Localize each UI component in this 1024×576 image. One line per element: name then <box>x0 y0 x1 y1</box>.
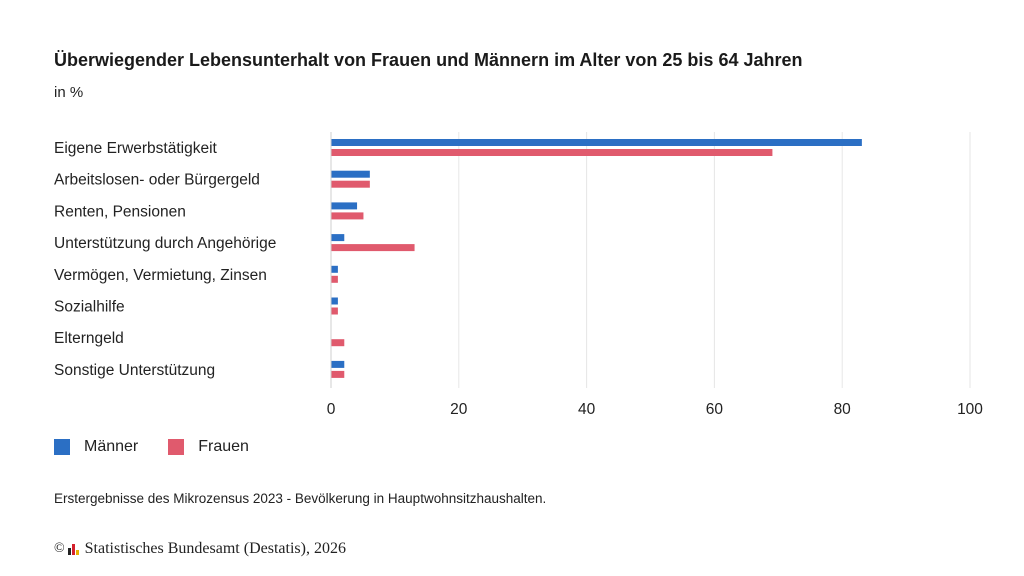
bar-maenner[interactable] <box>331 234 345 242</box>
bar-frauen[interactable] <box>331 307 338 315</box>
bar-frauen[interactable] <box>331 212 364 220</box>
x-tick-label: 40 <box>578 401 596 418</box>
bar-maenner[interactable] <box>331 170 370 178</box>
category-label: Arbeitslosen- oder Bürgergeld <box>54 172 260 189</box>
legend-item-frauen[interactable]: Frauen <box>168 438 249 456</box>
chart-title: Überwiegender Lebensunterhalt von Frauen… <box>54 50 803 70</box>
chart-subtitle: in % <box>54 84 84 101</box>
category-labels: Eigene Erwerbstätigkeit Arbeitslosen- ode… <box>54 140 276 379</box>
bar-frauen[interactable] <box>331 275 338 283</box>
bar-frauen[interactable] <box>331 370 345 378</box>
source-note: Erstergebnisse des Mikrozensus 2023 - Be… <box>54 491 547 506</box>
category-label: Renten, Pensionen <box>54 203 186 220</box>
legend-label-maenner: Männer <box>84 438 139 455</box>
copyright-credit: © Statistisches Bundesamt (Destatis), 20… <box>54 540 346 558</box>
x-tick-label: 80 <box>834 401 852 418</box>
x-tick-label: 0 <box>327 401 336 418</box>
bar-maenner[interactable] <box>331 139 862 146</box>
bar-maenner[interactable] <box>331 297 338 305</box>
x-tick-label: 100 <box>957 401 983 418</box>
bar-maenner[interactable] <box>331 265 338 273</box>
legend-swatch-frauen <box>168 439 185 455</box>
bar-maenner[interactable] <box>331 360 345 368</box>
bar-frauen[interactable] <box>331 180 370 188</box>
legend-item-maenner[interactable]: Männer <box>54 438 138 456</box>
legend: Männer Frauen <box>54 438 279 456</box>
x-tick-label: 60 <box>706 401 724 418</box>
source-text[interactable]: Statistisches Bundesamt (Destatis), 2026 <box>84 540 346 557</box>
category-label: Sozialhilfe <box>54 299 125 316</box>
category-label: Unterstützung durch Angehörige <box>54 235 276 252</box>
bar-frauen[interactable] <box>331 244 415 252</box>
bar-frauen[interactable] <box>331 339 345 347</box>
legend-label-frauen: Frauen <box>198 438 249 455</box>
category-label: Sonstige Unterstützung <box>54 362 215 379</box>
gridlines <box>330 132 971 388</box>
x-tick-label: 20 <box>450 401 468 418</box>
copyright-icon: © <box>54 541 65 556</box>
bar-frauen[interactable] <box>331 149 773 156</box>
category-label: Eigene Erwerbstätigkeit <box>54 140 218 157</box>
category-label: Elterngeld <box>54 330 124 347</box>
legend-swatch-maenner <box>54 439 70 455</box>
x-tick-labels: 0 20 40 60 80 100 <box>327 401 984 418</box>
destatis-logo-icon <box>67 543 80 555</box>
bars <box>331 139 862 378</box>
bar-maenner[interactable] <box>331 202 358 210</box>
category-label: Vermögen, Vermietung, Zinsen <box>54 267 267 284</box>
